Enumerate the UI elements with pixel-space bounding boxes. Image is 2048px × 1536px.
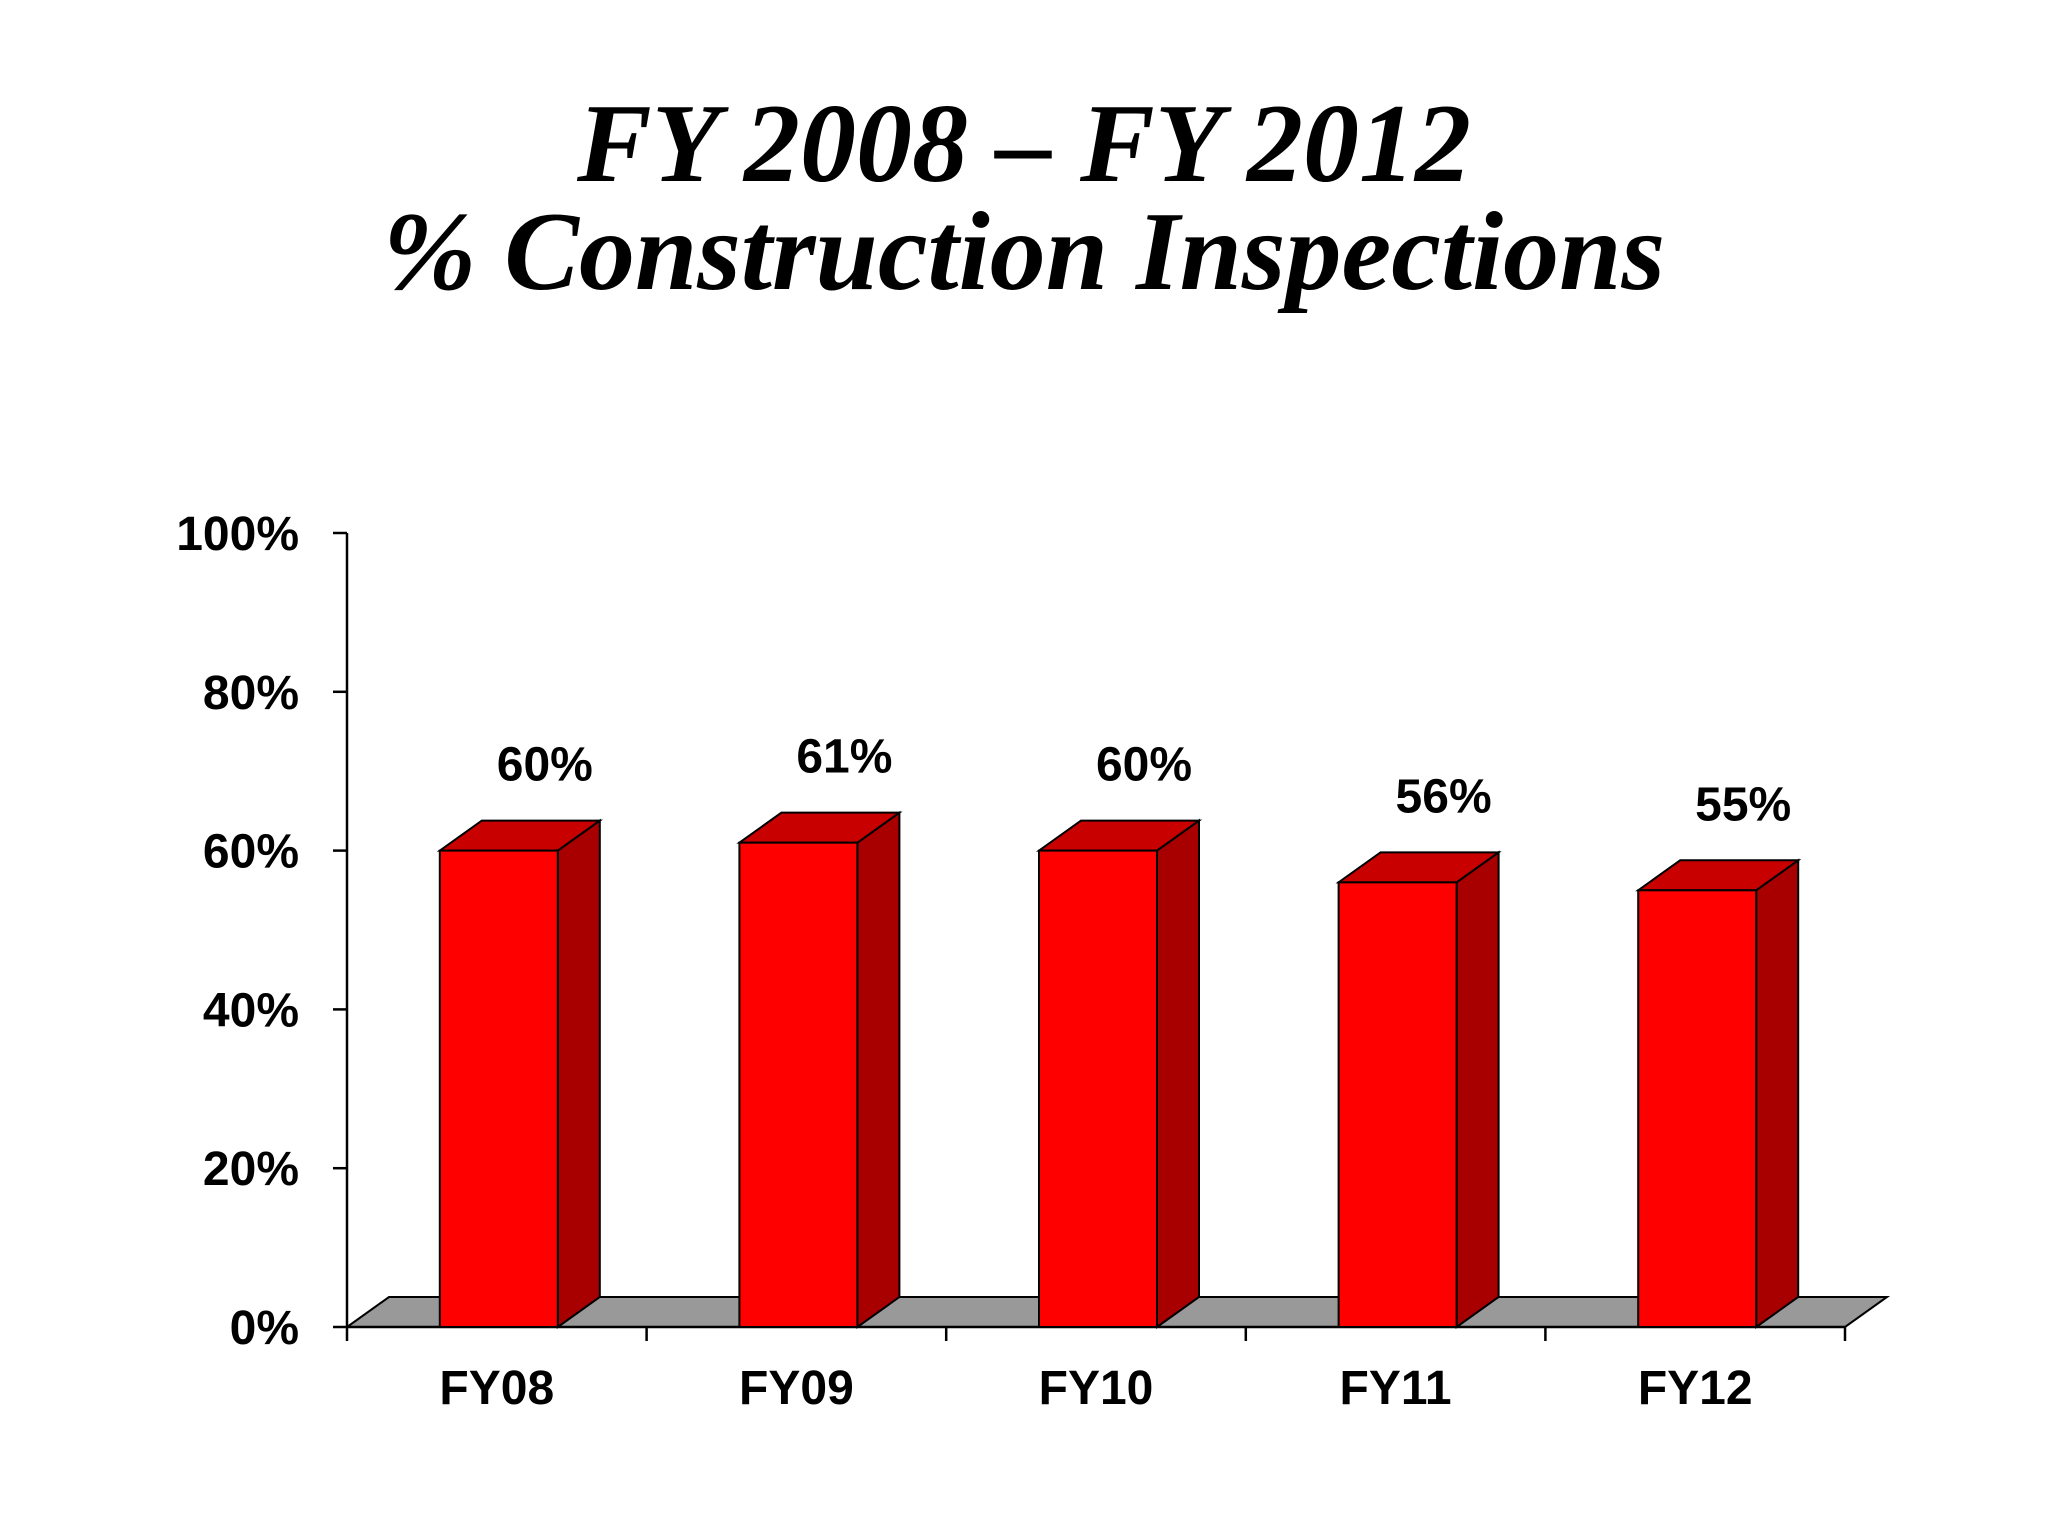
data-label: 56% bbox=[1396, 770, 1492, 823]
bar-front-face bbox=[738, 841, 859, 1328]
x-category-label: FY11 bbox=[1340, 1362, 1452, 1415]
bar-fy12 bbox=[1635, 858, 1802, 1329]
y-tick-label: 60% bbox=[203, 826, 299, 879]
bar-fy09 bbox=[736, 810, 903, 1329]
bar-fy10 bbox=[1035, 818, 1203, 1329]
bar-side-face bbox=[1755, 858, 1800, 1329]
chart-title-line-1: FY 2008 – FY 2012 bbox=[577, 82, 1471, 206]
y-tick-label: 80% bbox=[203, 667, 299, 720]
bar-front-face bbox=[438, 849, 559, 1328]
chart-bars bbox=[436, 810, 1802, 1329]
x-category-label: FY09 bbox=[739, 1362, 854, 1415]
x-category-label: FY12 bbox=[1638, 1362, 1753, 1415]
data-label: 61% bbox=[796, 731, 892, 784]
bar-front-face bbox=[1637, 889, 1758, 1328]
bar-front-face bbox=[1337, 881, 1458, 1328]
chart-labels: 0% 20% 40% 60% 80% 100% 60% FY08 61% FY09 60% FY10 5… bbox=[176, 508, 1791, 1415]
data-label: 60% bbox=[497, 739, 593, 792]
bar-front-face bbox=[1038, 849, 1158, 1328]
data-label: 60% bbox=[1096, 739, 1192, 792]
x-category-label: FY10 bbox=[1039, 1362, 1154, 1415]
y-tick-label: 100% bbox=[176, 508, 299, 561]
bar-fy11 bbox=[1335, 850, 1502, 1329]
bar-side-face bbox=[856, 810, 901, 1329]
x-category-label: FY08 bbox=[439, 1362, 554, 1415]
y-tick-label: 20% bbox=[203, 1143, 299, 1196]
y-tick-label: 40% bbox=[203, 984, 299, 1037]
y-tick-label: 0% bbox=[230, 1302, 299, 1355]
bar-side-face bbox=[556, 818, 601, 1329]
bar-fy08 bbox=[436, 818, 603, 1329]
data-label: 55% bbox=[1695, 778, 1791, 831]
bar-side-face bbox=[1156, 818, 1200, 1329]
bar-side-face bbox=[1455, 850, 1500, 1329]
chart-title-line-2: % Construction Inspections bbox=[382, 190, 1666, 314]
